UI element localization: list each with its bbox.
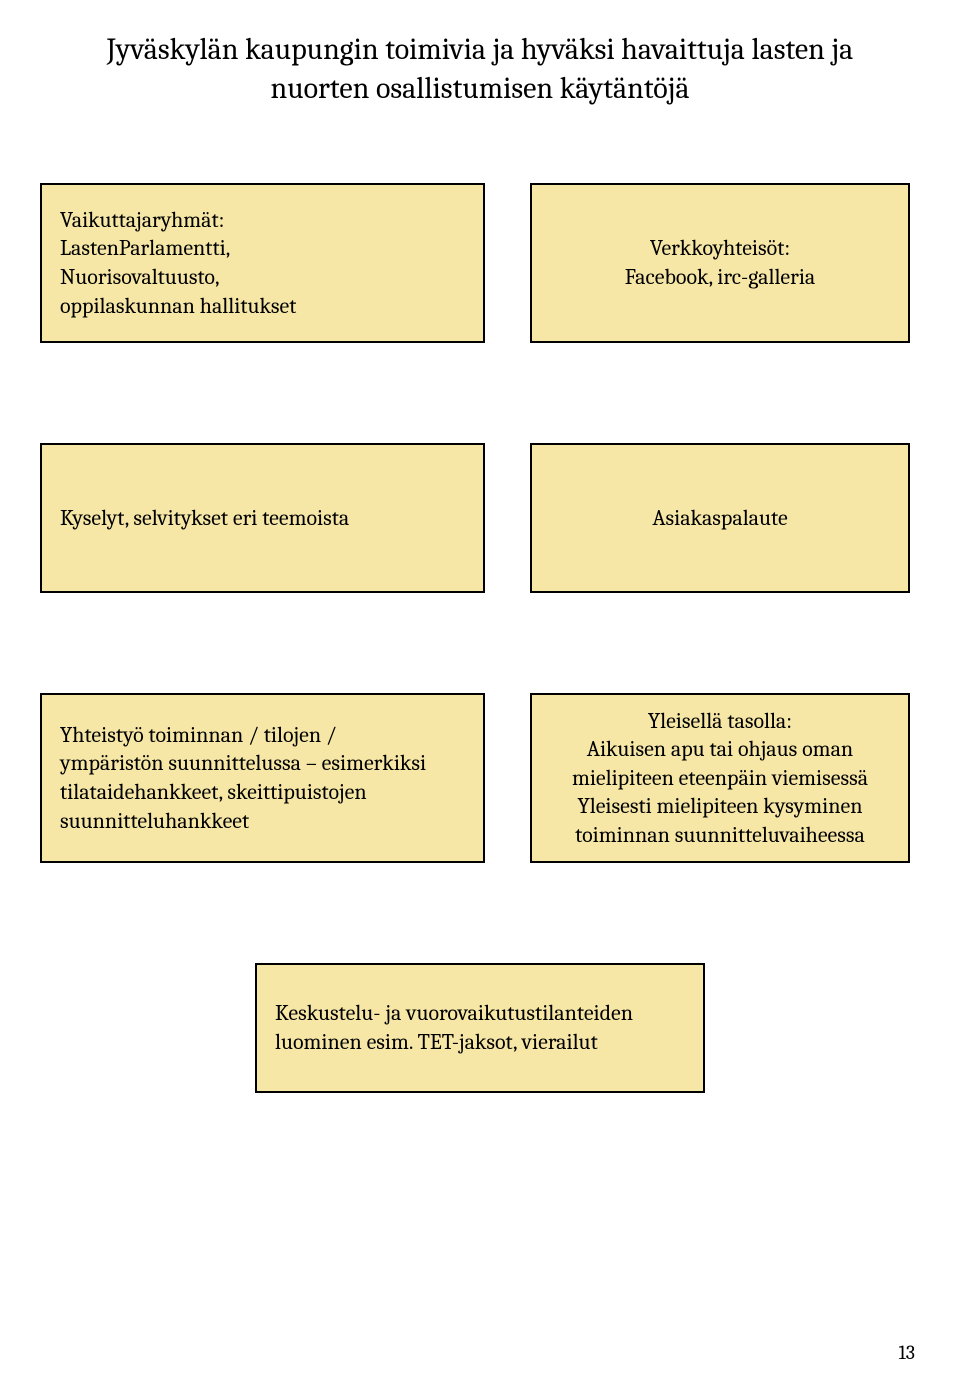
box-text: Kyselyt, selvitykset eri teemoista bbox=[60, 504, 349, 533]
page-number: 13 bbox=[899, 1341, 915, 1364]
box-asiakaspalaute: Asiakaspalaute bbox=[530, 443, 910, 593]
box-keskustelu: Keskustelu- ja vuorovaikutustilanteiden … bbox=[255, 963, 705, 1093]
box-text: Asiakaspalaute bbox=[652, 504, 787, 533]
box-yleisella-tasolla: Yleisellä tasolla:Aikuisen apu tai ohjau… bbox=[530, 693, 910, 863]
row-1: Vaikuttajaryhmät:LastenParlamentti,Nuori… bbox=[40, 183, 920, 343]
box-text: Yhteistyö toiminnan / tilojen /ympäristö… bbox=[60, 721, 426, 835]
box-text: Vaikuttajaryhmät:LastenParlamentti,Nuori… bbox=[60, 206, 296, 320]
box-yhteistyo: Yhteistyö toiminnan / tilojen /ympäristö… bbox=[40, 693, 485, 863]
row-4: Keskustelu- ja vuorovaikutustilanteiden … bbox=[40, 963, 920, 1093]
box-text: Verkkoyhteisöt:Facebook, irc-galleria bbox=[625, 234, 816, 291]
row-2: Kyselyt, selvitykset eri teemoista Asiak… bbox=[40, 443, 920, 593]
page-title: Jyväskylän kaupungin toimivia ja hyväksi… bbox=[40, 30, 920, 108]
box-text: Yleisellä tasolla:Aikuisen apu tai ohjau… bbox=[572, 707, 868, 850]
box-kyselyt: Kyselyt, selvitykset eri teemoista bbox=[40, 443, 485, 593]
box-verkkoyhteisot: Verkkoyhteisöt:Facebook, irc-galleria bbox=[530, 183, 910, 343]
row-3: Yhteistyö toiminnan / tilojen /ympäristö… bbox=[40, 693, 920, 863]
box-text: Keskustelu- ja vuorovaikutustilanteiden … bbox=[275, 999, 633, 1056]
box-vaikuttajaryhmat: Vaikuttajaryhmät:LastenParlamentti,Nuori… bbox=[40, 183, 485, 343]
